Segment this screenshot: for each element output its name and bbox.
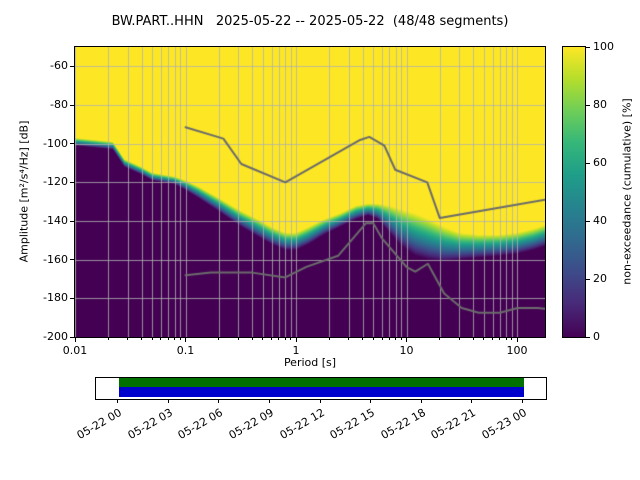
x-minor-tickmark xyxy=(218,337,220,340)
coverage-tick-label: 05-22 09 xyxy=(226,406,276,442)
x-minor-tickmark xyxy=(492,337,494,340)
y-tickmark xyxy=(70,143,75,145)
coverage-tickmark xyxy=(471,399,473,403)
coverage-tick-label: 05-22 00 xyxy=(74,406,124,442)
colorbar-tick-label: 100 xyxy=(593,40,614,53)
y-tickmark xyxy=(70,259,75,261)
colorbar-tickmark xyxy=(585,104,590,106)
x-minor-tickmark xyxy=(362,337,364,340)
y-tickmark xyxy=(70,297,75,299)
x-minor-tickmark xyxy=(151,337,153,340)
x-minor-tickmark xyxy=(107,337,109,340)
coverage-tickmark xyxy=(268,399,270,403)
coverage-tickmark xyxy=(370,399,372,403)
y-tickmark xyxy=(70,65,75,67)
colorbar-tick-label: 20 xyxy=(593,272,607,285)
time-coverage-box xyxy=(95,377,547,400)
x-tickmark xyxy=(295,337,297,342)
x-minor-tickmark xyxy=(278,337,280,340)
colorbar-tick-label: 40 xyxy=(593,214,607,227)
plot-frame xyxy=(74,46,546,338)
x-minor-tickmark xyxy=(499,337,501,340)
coverage-tick-label: 05-22 06 xyxy=(175,406,226,442)
x-minor-tickmark xyxy=(381,337,383,340)
x-tick-label: 0.01 xyxy=(62,344,88,357)
x-tickmark xyxy=(185,337,186,342)
coverage-tick-label: 05-22 15 xyxy=(327,406,378,442)
colorbar-label: non-exceedance (cumulative) [%] xyxy=(620,98,634,285)
y-tickmark xyxy=(70,104,75,106)
x-tick-label: 100 xyxy=(506,344,528,357)
y-tick-label: -120 xyxy=(43,175,68,189)
x-minor-tickmark xyxy=(372,337,374,340)
coverage-tick-label: 05-22 03 xyxy=(125,406,175,442)
ppsd-heatmap-canvas xyxy=(75,47,545,337)
coverage-used-bar-blue xyxy=(118,387,524,397)
x-minor-tickmark xyxy=(167,337,169,340)
coverage-tickmark xyxy=(522,399,523,403)
coverage-tickmark xyxy=(117,399,118,403)
chart-title: BW.PART..HHN 2025-05-22 -- 2025-05-22 (4… xyxy=(111,14,509,29)
coverage-tickmark xyxy=(167,399,169,403)
colorbar-tickmark xyxy=(585,162,590,164)
x-minor-tickmark xyxy=(458,337,460,340)
x-minor-tickmark xyxy=(262,337,264,340)
y-tick-label: -200 xyxy=(43,330,68,343)
coverage-tick-label: 05-23 00 xyxy=(479,406,529,442)
colorbar-tickmark xyxy=(585,336,590,338)
coverage-tick-label: 05-22 21 xyxy=(429,406,479,442)
x-tick-label: 10 xyxy=(399,344,414,357)
colorbar-tickmark xyxy=(585,220,590,222)
coverage-tick-label: 05-22 18 xyxy=(378,406,428,442)
x-tickmark xyxy=(74,337,76,342)
x-minor-tickmark xyxy=(328,337,330,340)
x-minor-tickmark xyxy=(174,337,176,340)
y-tickmark xyxy=(70,181,75,183)
y-tick-label: -140 xyxy=(43,214,68,227)
coverage-tick-label: 05-22 12 xyxy=(277,406,327,442)
y-tick-label: -60 xyxy=(50,59,68,73)
coverage-tickmark xyxy=(420,399,422,403)
y-axis-label: Amplitude [m²/s⁴/Hz] [dB] xyxy=(17,120,31,263)
y-tick-label: -80 xyxy=(50,98,68,111)
x-minor-tickmark xyxy=(395,337,397,340)
coverage-tickmark xyxy=(319,399,321,403)
colorbar xyxy=(562,46,586,338)
y-tick-label: -100 xyxy=(43,136,68,150)
x-minor-tickmark xyxy=(160,337,162,340)
y-tickmark xyxy=(70,220,75,222)
x-tickmark xyxy=(406,337,408,342)
x-minor-tickmark xyxy=(284,337,286,340)
x-minor-tickmark xyxy=(179,337,181,340)
x-minor-tickmark xyxy=(271,337,272,340)
x-minor-tickmark xyxy=(290,337,292,340)
colorbar-tickmark xyxy=(585,46,590,48)
x-minor-tickmark xyxy=(472,337,474,340)
x-minor-tickmark xyxy=(141,337,143,340)
x-minor-tickmark xyxy=(388,337,390,340)
x-minor-tickmark xyxy=(127,337,129,340)
x-minor-tickmark xyxy=(348,337,350,340)
x-tick-label: 0.1 xyxy=(176,344,195,357)
y-tick-label: -160 xyxy=(43,252,68,266)
x-minor-tickmark xyxy=(439,337,441,340)
coverage-data-bar-green xyxy=(118,378,524,387)
y-tick-label: -180 xyxy=(43,291,68,305)
colorbar-tickmark xyxy=(585,278,590,280)
x-tick-label: 1 xyxy=(292,344,300,357)
x-minor-tickmark xyxy=(400,337,402,340)
x-axis-label: Period [s] xyxy=(283,356,337,369)
colorbar-tick-label: 60 xyxy=(593,156,607,169)
coverage-tickmark xyxy=(218,399,220,403)
x-minor-tickmark xyxy=(483,337,485,340)
colorbar-tick-label: 80 xyxy=(593,98,607,111)
y-tickmark xyxy=(70,336,75,338)
x-minor-tickmark xyxy=(505,337,507,340)
x-tickmark xyxy=(516,337,518,342)
colorbar-tick-label: 0 xyxy=(593,330,600,343)
x-minor-tickmark xyxy=(237,337,239,340)
x-minor-tickmark xyxy=(251,337,253,340)
x-minor-tickmark xyxy=(511,337,513,340)
